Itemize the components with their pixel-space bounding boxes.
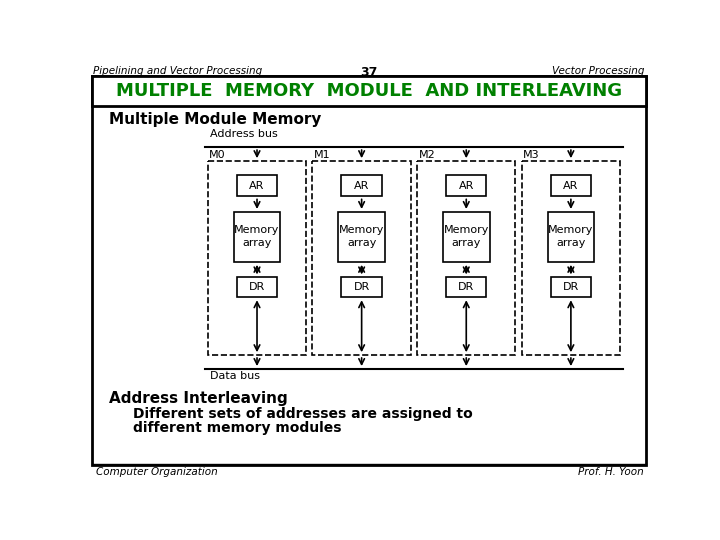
Text: DR: DR: [563, 282, 579, 292]
Text: DR: DR: [354, 282, 370, 292]
Text: AR: AR: [249, 181, 265, 191]
Bar: [551, 175, 591, 197]
Bar: [338, 212, 385, 262]
Bar: [548, 212, 594, 262]
Bar: [341, 278, 382, 298]
Text: different memory modules: different memory modules: [132, 421, 341, 435]
Bar: [522, 161, 620, 355]
Text: M2: M2: [418, 150, 436, 159]
Bar: [237, 278, 277, 298]
Text: Address Interleaving: Address Interleaving: [109, 390, 288, 406]
Text: DR: DR: [249, 282, 265, 292]
Text: Memory
array: Memory array: [339, 225, 384, 248]
Text: Data bus: Data bus: [210, 372, 260, 381]
Text: Memory
array: Memory array: [234, 225, 279, 248]
Text: AR: AR: [563, 181, 579, 191]
Bar: [92, 76, 646, 106]
Text: Memory
array: Memory array: [548, 225, 593, 248]
Text: Multiple Module Memory: Multiple Module Memory: [109, 112, 322, 127]
Text: MULTIPLE  MEMORY  MODULE  AND INTERLEAVING: MULTIPLE MEMORY MODULE AND INTERLEAVING: [116, 82, 622, 100]
Bar: [234, 212, 280, 262]
Bar: [237, 175, 277, 197]
Text: Address bus: Address bus: [210, 129, 278, 139]
Bar: [312, 161, 411, 355]
Text: 37: 37: [360, 66, 378, 79]
Bar: [446, 175, 487, 197]
Bar: [341, 175, 382, 197]
Text: M1: M1: [314, 150, 330, 159]
Text: Pipelining and Vector Processing: Pipelining and Vector Processing: [93, 66, 262, 76]
Bar: [446, 278, 487, 298]
Text: DR: DR: [458, 282, 474, 292]
Text: AR: AR: [459, 181, 474, 191]
Bar: [551, 278, 591, 298]
Text: Memory
array: Memory array: [444, 225, 489, 248]
Bar: [208, 161, 306, 355]
Text: AR: AR: [354, 181, 369, 191]
Bar: [443, 212, 490, 262]
Bar: [417, 161, 516, 355]
Text: M3: M3: [523, 150, 540, 159]
Text: M0: M0: [210, 150, 226, 159]
Text: Prof. H. Yoon: Prof. H. Yoon: [577, 467, 644, 477]
Text: Different sets of addresses are assigned to: Different sets of addresses are assigned…: [132, 408, 472, 421]
Text: Vector Processing: Vector Processing: [552, 66, 645, 76]
Text: Computer Organization: Computer Organization: [96, 467, 218, 477]
